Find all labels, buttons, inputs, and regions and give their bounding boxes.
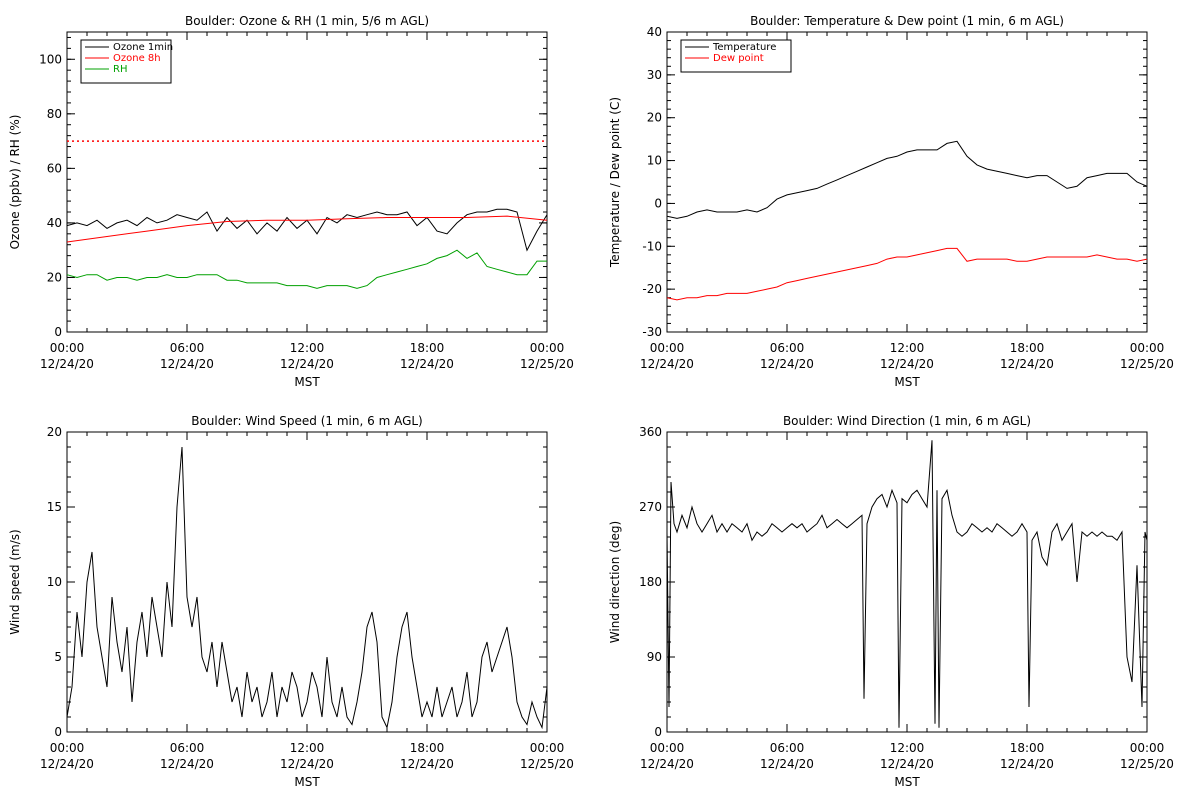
x-tick-label-date: 12/24/20 xyxy=(880,757,934,771)
x-tick-label-date: 12/24/20 xyxy=(400,357,454,371)
x-tick-label-date: 12/24/20 xyxy=(40,357,94,371)
panel-wind_speed: Boulder: Wind Speed (1 min, 6 m AGL) Wind… xyxy=(8,414,574,789)
panel-ozone: Boulder: Ozone & RH (1 min, 5/6 m AGL) Oz… xyxy=(8,14,574,389)
legend-label: Dew point xyxy=(713,53,764,64)
chart-title: Boulder: Ozone & RH (1 min, 5/6 m AGL) xyxy=(185,14,429,28)
y-axis-label: Wind direction (deg) xyxy=(608,521,622,643)
y-tick-label: 0 xyxy=(54,325,62,339)
y-tick-label: 60 xyxy=(47,161,62,175)
y-tick-label: 0 xyxy=(54,725,62,739)
y-tick-label: 90 xyxy=(647,650,662,664)
y-tick-label: 20 xyxy=(647,111,662,125)
x-tick-label-date: 12/24/20 xyxy=(760,757,814,771)
x-tick-label-time: 12:00 xyxy=(290,741,325,755)
x-tick-label-date: 12/24/20 xyxy=(1000,357,1054,371)
y-axis-label: Wind speed (m/s) xyxy=(8,529,22,634)
series-line-0 xyxy=(66,446,548,730)
x-tick-label-date: 12/24/20 xyxy=(160,757,214,771)
y-tick-label: -20 xyxy=(642,282,662,296)
x-tick-label-time: 00:00 xyxy=(530,741,565,755)
x-tick-label-time: 18:00 xyxy=(410,341,445,355)
plot-frame xyxy=(666,31,1148,333)
y-tick-label: -30 xyxy=(642,325,662,339)
y-axis-label: Temperature / Dew point (C) xyxy=(608,97,622,268)
x-tick-label-time: 00:00 xyxy=(530,341,565,355)
series-line-1 xyxy=(666,247,1148,301)
x-tick-label-time: 00:00 xyxy=(650,341,685,355)
series-line-0 xyxy=(666,440,1148,728)
y-tick-label: 5 xyxy=(54,650,62,664)
y-tick-label: 80 xyxy=(47,107,62,121)
series-line-0 xyxy=(666,140,1148,219)
x-tick-label-time: 06:00 xyxy=(170,341,205,355)
y-tick-label: 10 xyxy=(47,575,62,589)
y-tick-label: 40 xyxy=(47,216,62,230)
panel-temperature: Boulder: Temperature & Dew point (1 min,… xyxy=(608,14,1174,389)
x-tick-label-date: 12/24/20 xyxy=(40,757,94,771)
series-line-0 xyxy=(66,208,548,252)
x-tick-label-date: 12/25/20 xyxy=(1120,757,1174,771)
x-tick-label-date: 12/24/20 xyxy=(400,757,454,771)
y-axis-label: Ozone (ppbv) / RH (%) xyxy=(8,115,22,250)
x-tick-label-time: 18:00 xyxy=(1010,341,1045,355)
chart-title: Boulder: Temperature & Dew point (1 min,… xyxy=(750,14,1064,28)
series-line-2 xyxy=(66,249,547,289)
x-tick-label-date: 12/24/20 xyxy=(280,757,334,771)
x-tick-label-time: 06:00 xyxy=(770,741,805,755)
legend-label: Ozone 1min xyxy=(113,42,173,53)
x-tick-label-date: 12/24/20 xyxy=(160,357,214,371)
x-tick-label-time: 06:00 xyxy=(170,741,205,755)
plot-frame xyxy=(66,431,548,733)
series-line-1 xyxy=(66,215,548,243)
y-tick-label: 20 xyxy=(47,425,62,439)
x-tick-label-time: 00:00 xyxy=(1130,341,1165,355)
x-axis-label: MST xyxy=(894,375,920,389)
y-tick-label: 360 xyxy=(639,425,662,439)
x-tick-label-date: 12/25/20 xyxy=(520,357,574,371)
legend-box xyxy=(680,39,792,73)
x-axis-label: MST xyxy=(294,775,320,789)
x-tick-label-time: 12:00 xyxy=(890,741,925,755)
y-tick-label: 180 xyxy=(639,575,662,589)
x-tick-label-date: 12/24/20 xyxy=(1000,757,1054,771)
chart-title: Boulder: Wind Speed (1 min, 6 m AGL) xyxy=(191,414,423,428)
y-tick-label: 0 xyxy=(654,196,662,210)
x-tick-label-date: 12/24/20 xyxy=(280,357,334,371)
legend-label: Ozone 8h xyxy=(113,53,161,64)
x-tick-label-date: 12/24/20 xyxy=(640,357,694,371)
x-tick-label-time: 00:00 xyxy=(1130,741,1165,755)
x-tick-label-date: 12/24/20 xyxy=(640,757,694,771)
y-tick-label: -10 xyxy=(642,239,662,253)
x-tick-label-date: 12/25/20 xyxy=(1120,357,1174,371)
chart-title: Boulder: Wind Direction (1 min, 6 m AGL) xyxy=(783,414,1031,428)
x-tick-label-date: 12/25/20 xyxy=(520,757,574,771)
x-tick-label-time: 00:00 xyxy=(50,741,85,755)
x-tick-label-time: 12:00 xyxy=(890,341,925,355)
y-tick-label: 270 xyxy=(639,500,662,514)
y-tick-label: 15 xyxy=(47,500,62,514)
x-tick-label-time: 00:00 xyxy=(50,341,85,355)
x-tick-label-time: 12:00 xyxy=(290,341,325,355)
x-axis-label: MST xyxy=(894,775,920,789)
x-tick-label-time: 18:00 xyxy=(410,741,445,755)
y-tick-label: 40 xyxy=(647,25,662,39)
y-tick-label: 100 xyxy=(39,52,62,66)
x-tick-label-date: 12/24/20 xyxy=(880,357,934,371)
y-tick-label: 10 xyxy=(647,154,662,168)
y-tick-label: 20 xyxy=(47,270,62,284)
y-tick-label: 30 xyxy=(647,68,662,82)
legend-label: Temperature xyxy=(712,42,776,53)
panel-wind_direction: Boulder: Wind Direction (1 min, 6 m AGL)… xyxy=(608,414,1174,789)
x-tick-label-time: 18:00 xyxy=(1010,741,1045,755)
x-axis-label: MST xyxy=(294,375,320,389)
plot-frame xyxy=(666,431,1148,733)
x-tick-label-time: 00:00 xyxy=(650,741,685,755)
x-tick-label-time: 06:00 xyxy=(770,341,805,355)
legend-label: RH xyxy=(113,64,127,75)
y-tick-label: 0 xyxy=(654,725,662,739)
x-tick-label-date: 12/24/20 xyxy=(760,357,814,371)
